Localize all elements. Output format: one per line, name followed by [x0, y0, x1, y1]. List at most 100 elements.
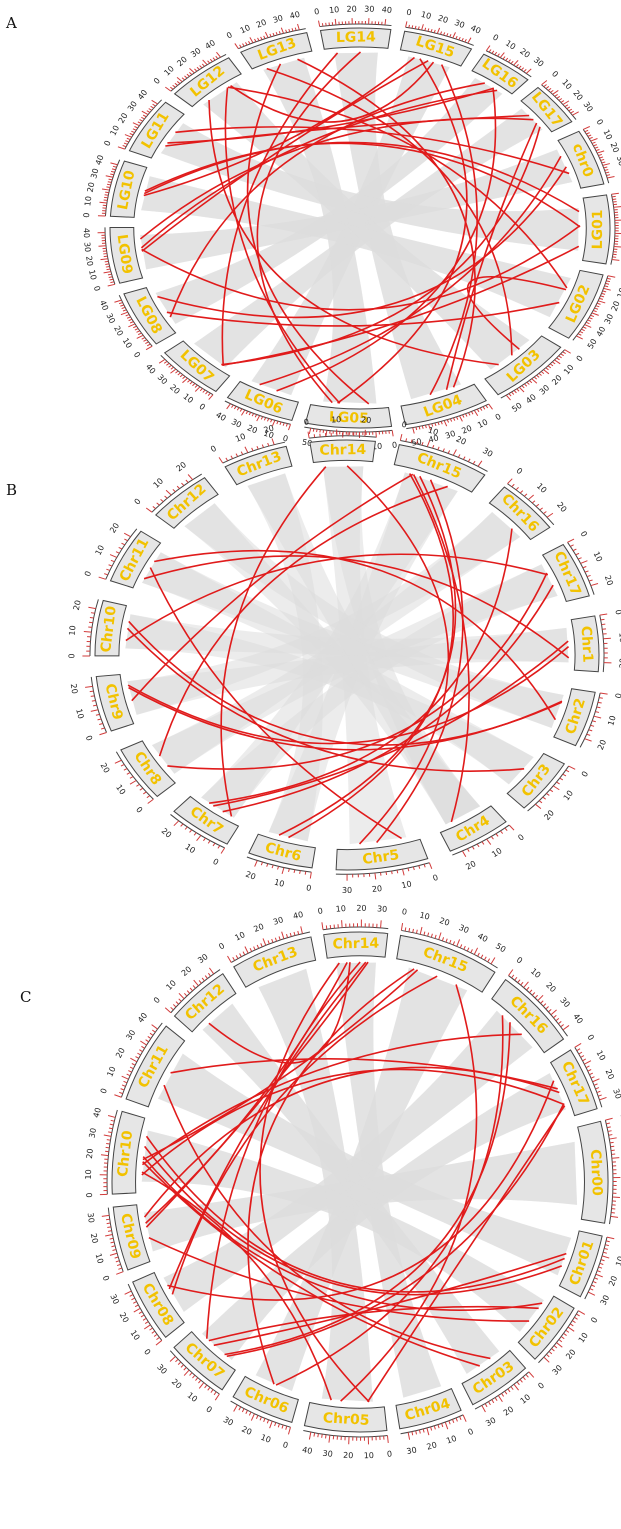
minor-tick	[564, 104, 569, 108]
minor-tick	[508, 393, 512, 397]
minor-tick	[105, 266, 110, 268]
major-tick	[576, 335, 583, 340]
minor-tick	[189, 381, 193, 385]
minor-tick	[529, 380, 533, 384]
minor-tick	[115, 551, 120, 554]
minor-tick	[442, 448, 445, 452]
minor-tick	[176, 81, 181, 84]
major-tick	[607, 275, 616, 278]
minor-tick	[122, 309, 127, 312]
minor-tick	[235, 453, 239, 457]
minor-tick	[605, 1240, 610, 1243]
major-tick	[574, 1042, 582, 1048]
minor-tick	[259, 1416, 262, 1421]
chromosome-box	[399, 30, 473, 67]
minor-tick	[483, 956, 487, 961]
minor-tick	[131, 130, 135, 134]
minor-tick	[107, 181, 112, 183]
minor-tick	[254, 38, 257, 42]
minor-tick	[606, 174, 611, 176]
minor-tick	[135, 1056, 140, 1059]
minor-tick	[558, 355, 562, 359]
tick-label: 20	[460, 424, 473, 436]
minor-tick	[440, 421, 443, 425]
minor-tick	[110, 170, 115, 173]
minor-tick	[514, 976, 518, 981]
major-tick	[535, 803, 542, 809]
tick-label: 0	[516, 833, 526, 843]
major-tick	[462, 850, 467, 857]
tick-label: 30	[156, 373, 170, 387]
minor-tick	[266, 418, 270, 422]
panel-c-letter: C	[20, 988, 31, 1006]
minor-tick	[599, 697, 603, 699]
minor-tick	[391, 870, 393, 875]
minor-tick	[560, 1024, 564, 1028]
scale-baseline	[584, 1237, 608, 1300]
minor-tick	[138, 1311, 143, 1315]
synteny-link	[224, 1022, 511, 1356]
major-tick	[107, 283, 116, 287]
tick-label: 30	[86, 1212, 96, 1223]
minor-tick	[178, 998, 182, 1002]
minor-tick	[129, 1294, 134, 1297]
minor-tick	[433, 1425, 436, 1430]
minor-tick	[107, 1226, 112, 1228]
minor-tick	[459, 1416, 462, 1421]
minor-tick	[497, 53, 500, 57]
minor-tick	[589, 1288, 594, 1291]
minor-tick	[166, 362, 170, 366]
minor-tick	[525, 1374, 529, 1378]
minor-tick	[568, 108, 573, 112]
minor-tick	[593, 1083, 598, 1086]
tick-label: 30	[155, 1362, 169, 1376]
minor-tick	[600, 618, 605, 621]
minor-tick	[437, 1424, 440, 1429]
minor-tick	[452, 941, 456, 946]
minor-tick	[145, 341, 149, 345]
minor-tick	[255, 1415, 259, 1419]
major-tick	[124, 1290, 132, 1295]
minor-tick	[236, 407, 240, 411]
minor-tick	[515, 487, 519, 491]
tick-label: 10	[74, 708, 85, 720]
tick-label: 20	[542, 808, 556, 822]
tick-label: 10	[94, 1252, 105, 1264]
chromosome-box	[109, 160, 148, 218]
chromosome-box	[396, 934, 496, 993]
minor-tick	[595, 1087, 600, 1090]
minor-tick	[599, 156, 604, 159]
minor-tick	[560, 353, 564, 357]
minor-tick	[607, 277, 611, 280]
tick-label: 30	[603, 313, 615, 326]
minor-tick	[278, 31, 281, 35]
tick-label: 10	[427, 425, 439, 437]
minor-tick	[194, 68, 198, 72]
minor-tick	[108, 276, 113, 278]
minor-tick	[108, 1127, 113, 1130]
minor-tick	[549, 789, 554, 793]
minor-tick	[164, 495, 168, 499]
synteny-link	[143, 555, 570, 659]
tick-label: 20	[550, 373, 564, 387]
minor-tick	[129, 776, 134, 779]
minor-tick	[593, 310, 597, 313]
scale-baseline	[579, 692, 601, 748]
minor-tick	[248, 40, 251, 45]
minor-tick	[239, 44, 242, 48]
major-tick	[481, 1405, 486, 1413]
synteny-link	[154, 549, 557, 721]
minor-tick	[558, 1021, 562, 1025]
tick-label: 10	[529, 967, 543, 980]
major-tick	[141, 110, 149, 116]
minor-tick	[111, 168, 116, 171]
minor-tick	[126, 316, 131, 319]
minor-tick	[260, 861, 263, 866]
minor-tick	[558, 98, 563, 101]
major-tick	[227, 955, 232, 963]
minor-tick	[591, 1284, 596, 1287]
tick-label: 0	[575, 354, 585, 363]
synteny-link	[166, 301, 560, 327]
